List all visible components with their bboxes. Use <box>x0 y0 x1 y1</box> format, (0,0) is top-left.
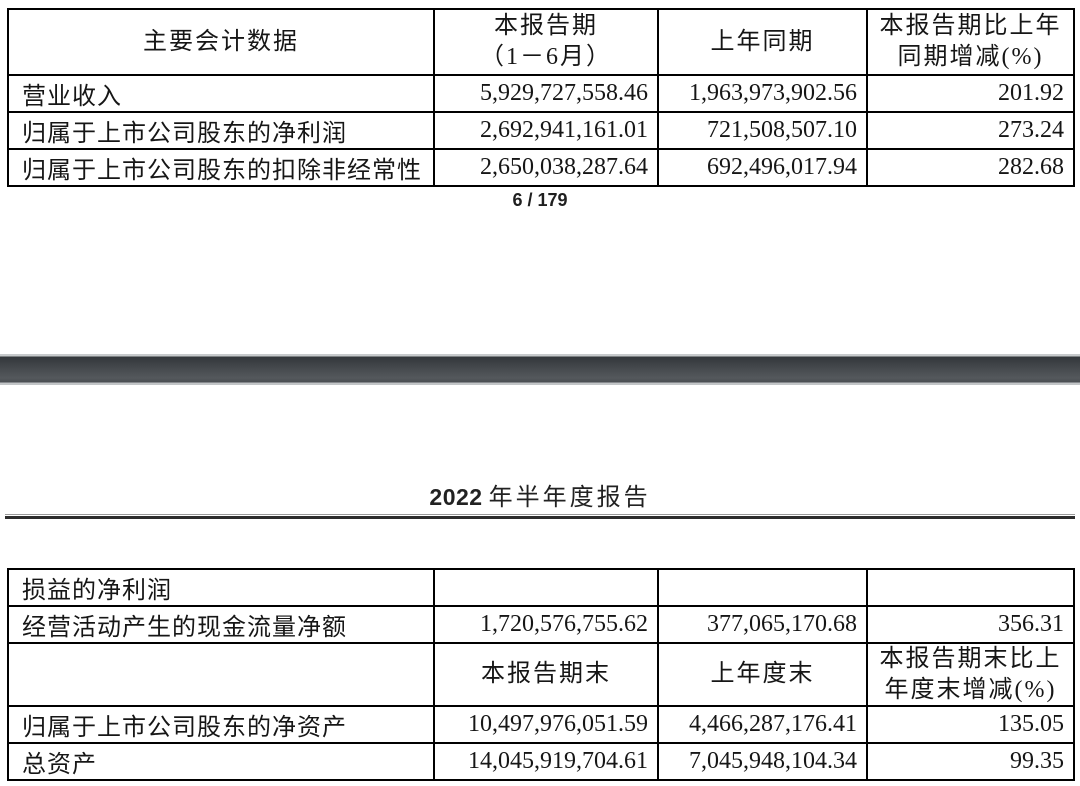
mid-header-empty <box>7 641 435 708</box>
header-current-period: 本报告期 （1－6月） <box>433 8 659 76</box>
value-prior: 1,963,973,902.56 <box>657 74 868 113</box>
table-row-carryover-label: 损益的净利润 <box>7 568 1075 607</box>
value-prior: 377,065,170.68 <box>657 605 868 644</box>
table-row-revenue: 营业收入 5,929,727,558.46 1,963,973,902.56 2… <box>7 74 1075 113</box>
value-current: 1,720,576,755.62 <box>433 605 659 644</box>
table-row-total-assets: 总资产 14,045,919,704.61 7,045,948,104.34 9… <box>7 742 1075 782</box>
header-change-pct-line1: 本报告期比上年 <box>879 13 1062 40</box>
header-current-period-line2: （1－6月） <box>480 44 612 70</box>
table-mid-header-row: 本报告期末 上年度末 本报告期末比上 年度末增减(%) <box>7 641 1075 708</box>
header-change-pct-line2: 同期增减(%) <box>897 44 1044 70</box>
accounting-data-table-continued: 损益的净利润 经营活动产生的现金流量净额 1,720,576,755.62 37… <box>7 568 1075 782</box>
value-change: 135.05 <box>866 705 1075 745</box>
value-prior <box>657 568 868 607</box>
table-row-net-assets: 归属于上市公司股东的净资产 10,497,976,051.59 4,466,28… <box>7 705 1075 745</box>
table-row-deducted-profit: 归属于上市公司股东的扣除非经常性 2,650,038,287.64 692,49… <box>7 148 1075 187</box>
row-label: 归属于上市公司股东的净资产 <box>7 705 435 745</box>
row-label: 经营活动产生的现金流量净额 <box>7 605 435 644</box>
mid-header-prior-year-end: 上年度末 <box>657 641 868 708</box>
row-label: 总资产 <box>7 742 435 782</box>
value-current: 5,929,727,558.46 <box>433 74 659 113</box>
value-prior: 7,045,948,104.34 <box>657 742 868 782</box>
key-accounting-data-table: 主要会计数据 本报告期 （1－6月） 上年同期 本报告期比上年 同期增减(%) … <box>7 8 1075 187</box>
value-prior: 4,466,287,176.41 <box>657 705 868 745</box>
row-label: 归属于上市公司股东的净利润 <box>7 111 435 150</box>
value-change: 273.24 <box>866 111 1075 150</box>
row-label: 损益的净利润 <box>7 568 435 607</box>
mid-header-period-end: 本报告期末 <box>433 641 659 708</box>
report-title: 2022 年半年度报告 <box>0 477 1080 512</box>
header-change-pct: 本报告期比上年 同期增减(%) <box>866 8 1075 76</box>
row-label: 归属于上市公司股东的扣除非经常性 <box>7 148 435 187</box>
table-row-operating-cashflow: 经营活动产生的现金流量净额 1,720,576,755.62 377,065,1… <box>7 605 1075 644</box>
mid-header-change-pct: 本报告期末比上 年度末增减(%) <box>866 641 1075 708</box>
header-current-period-line1: 本报告期 <box>494 13 598 40</box>
value-change <box>866 568 1075 607</box>
value-current: 2,650,038,287.64 <box>433 148 659 187</box>
value-prior: 721,508,507.10 <box>657 111 868 150</box>
page-number: 6 / 179 <box>512 190 568 210</box>
value-prior: 692,496,017.94 <box>657 148 868 187</box>
value-current <box>433 568 659 607</box>
value-change: 201.92 <box>866 74 1075 113</box>
value-change: 99.35 <box>866 742 1075 782</box>
value-change: 282.68 <box>866 148 1075 187</box>
table-row-net-profit: 归属于上市公司股东的净利润 2,692,941,161.01 721,508,5… <box>7 111 1075 150</box>
value-current: 14,045,919,704.61 <box>433 742 659 782</box>
header-prior-period: 上年同期 <box>657 8 868 76</box>
value-current: 2,692,941,161.01 <box>433 111 659 150</box>
header-main-indicators: 主要会计数据 <box>7 8 435 76</box>
table-header-row: 主要会计数据 本报告期 （1－6月） 上年同期 本报告期比上年 同期增减(%) <box>7 8 1075 76</box>
row-label: 营业收入 <box>7 74 435 113</box>
page-gap-separator <box>0 354 1080 385</box>
report-title-text: 年半年度报告 <box>488 485 651 511</box>
value-change: 356.31 <box>866 605 1075 644</box>
report-title-year: 2022 <box>429 484 483 510</box>
mid-header-change-pct-line1: 本报告期末比上 <box>879 646 1062 672</box>
header-rule <box>5 514 1075 519</box>
value-current: 10,497,976,051.59 <box>433 705 659 745</box>
mid-header-change-pct-line2: 年度末增减(%) <box>884 676 1057 703</box>
